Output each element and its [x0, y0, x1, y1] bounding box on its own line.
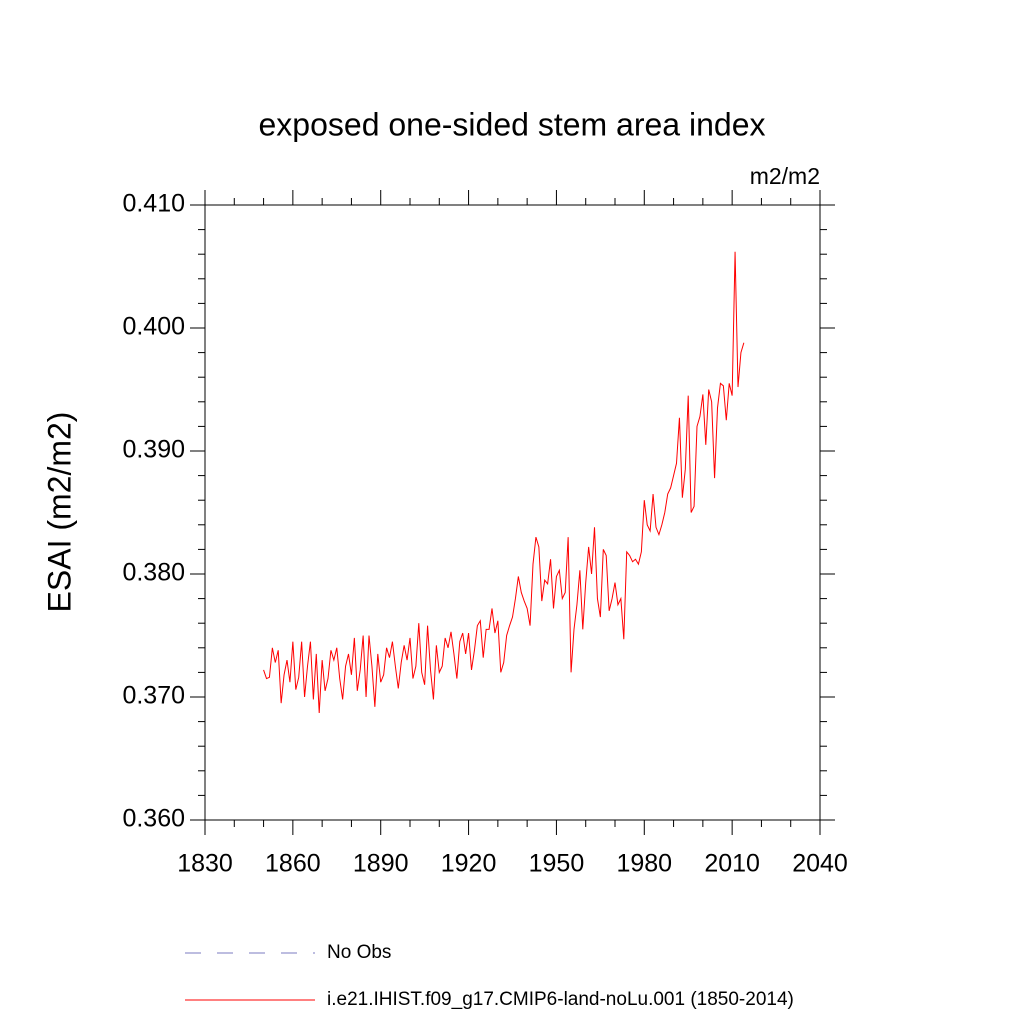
x-tick-label: 1950 [529, 850, 585, 878]
x-tick-label: 1860 [265, 850, 321, 878]
x-tick-label: 1980 [616, 850, 672, 878]
y-tick-label: 0.360 [122, 805, 185, 833]
y-tick-label: 0.370 [122, 682, 185, 710]
legend-label: No Obs [327, 942, 391, 963]
x-tick-label: 2010 [704, 850, 760, 878]
plot-frame [204, 204, 821, 821]
units-label: m2/m2 [750, 163, 820, 189]
y-tick-label: 0.390 [122, 436, 185, 464]
x-tick-label: 2040 [792, 850, 848, 878]
x-tick-label: 1890 [353, 850, 409, 878]
y-axis-label: ESAI (m2/m2) [41, 412, 77, 613]
data-line [263, 251, 745, 714]
y-tick-label: 0.400 [122, 313, 185, 341]
chart-title: exposed one-sided stem area index [259, 106, 766, 142]
x-tick-label: 1830 [177, 850, 233, 878]
legend-label: i.e21.IHIST.f09_g17.CMIP6-land-noLu.001 … [327, 989, 794, 1010]
y-tick-label: 0.380 [122, 559, 185, 587]
x-tick-label: 1920 [441, 850, 497, 878]
y-tick-label: 0.410 [122, 190, 185, 218]
